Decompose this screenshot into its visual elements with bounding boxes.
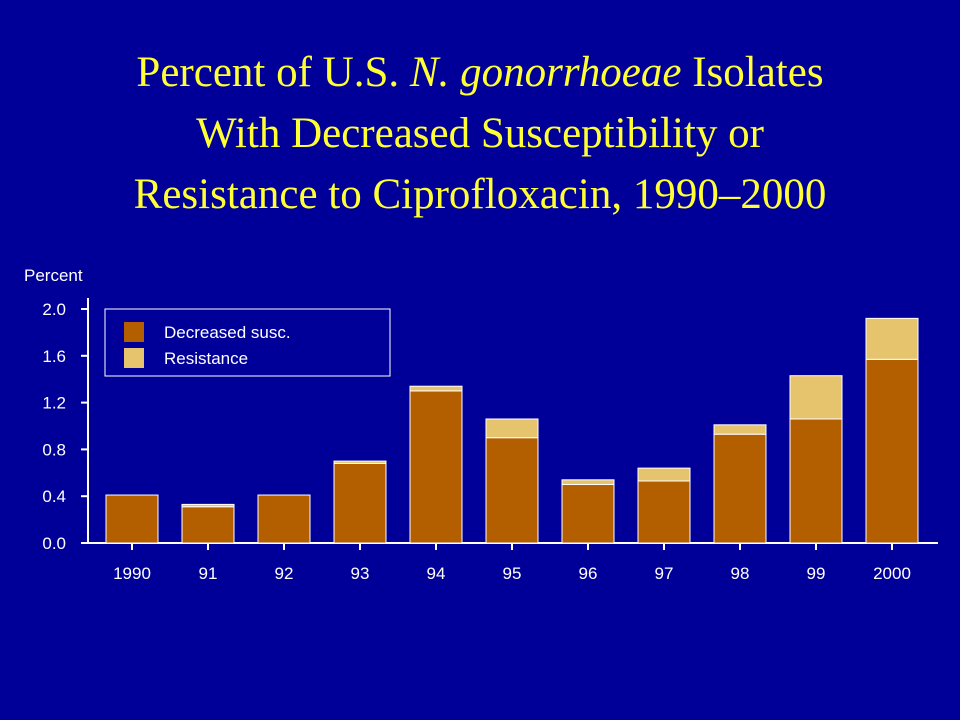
x-axis: 1990 91 92 93 94 95 96 97 98 99 2000 — [88, 542, 938, 583]
title-line-1-start: Percent of U.S. — [136, 49, 410, 96]
bar-resistance-99 — [789, 375, 843, 420]
bar-resistance-95 — [485, 418, 539, 439]
x-tick-label: 91 — [199, 564, 218, 583]
bar-decreased-92 — [257, 494, 311, 544]
legend-label: Decreased susc. — [164, 323, 291, 342]
bar-decreased-99 — [789, 418, 843, 544]
bar-decreased-98 — [713, 433, 767, 544]
title-species: N. gonorrhoeae — [409, 49, 682, 96]
y-tick-label: 2.0 — [42, 300, 66, 319]
title-line-3: Resistance to Ciprofloxacin, 1990–2000 — [133, 171, 827, 218]
y-axis: 0.0 0.4 0.8 1.2 1.6 2.0 — [42, 298, 89, 553]
bar-decreased-1990 — [105, 494, 159, 544]
y-tick-label: 0.4 — [42, 487, 66, 506]
bar-decreased-96 — [561, 484, 615, 544]
y-tick-label: 0.8 — [42, 440, 66, 459]
bar-resistance-94 — [409, 385, 463, 392]
legend-swatch — [124, 348, 144, 368]
bar-resistance-93 — [333, 460, 387, 464]
bar-decreased-95 — [485, 437, 539, 544]
bar-decreased-94 — [409, 390, 463, 544]
bars — [105, 317, 919, 544]
legend-box — [104, 308, 391, 377]
y-tick-label: 0.0 — [42, 534, 66, 553]
x-tick-label: 96 — [579, 564, 598, 583]
y-tick-label: 1.2 — [42, 394, 66, 413]
bar-decreased-97 — [637, 480, 691, 544]
x-tick-label: 93 — [351, 564, 370, 583]
legend-swatch — [124, 322, 144, 342]
legend: Decreased susc. Resistance — [104, 308, 391, 377]
x-tick-label: 97 — [655, 564, 674, 583]
x-tick-label: 99 — [807, 564, 826, 583]
bar-resistance-96 — [561, 479, 615, 486]
bar-resistance-91 — [181, 503, 235, 508]
x-tick-label: 92 — [275, 564, 294, 583]
slide-title: Percent of U.S. N. gonorrhoeae Isolates … — [0, 42, 960, 225]
bar-decreased-91 — [181, 506, 235, 544]
x-tick-label: 94 — [427, 564, 446, 583]
x-tick-label: 1990 — [113, 564, 151, 583]
bar-resistance-98 — [713, 424, 767, 435]
bar-resistance-2000 — [865, 317, 919, 360]
title-line-1-end: Isolates — [681, 49, 824, 96]
x-tick-label: 2000 — [873, 564, 911, 583]
x-tick-label: 98 — [731, 564, 750, 583]
legend-label: Resistance — [164, 349, 248, 368]
title-line-2: With Decreased Susceptibility or — [196, 110, 764, 157]
x-tick-label: 95 — [503, 564, 522, 583]
bar-decreased-2000 — [865, 358, 919, 544]
y-tick-label: 1.6 — [42, 347, 66, 366]
bar-resistance-97 — [637, 467, 691, 482]
title-line-1: Percent of U.S. N. gonorrhoeae Isolates — [0, 42, 960, 103]
y-axis-title: Percent — [24, 266, 83, 285]
bar-decreased-93 — [333, 462, 387, 544]
